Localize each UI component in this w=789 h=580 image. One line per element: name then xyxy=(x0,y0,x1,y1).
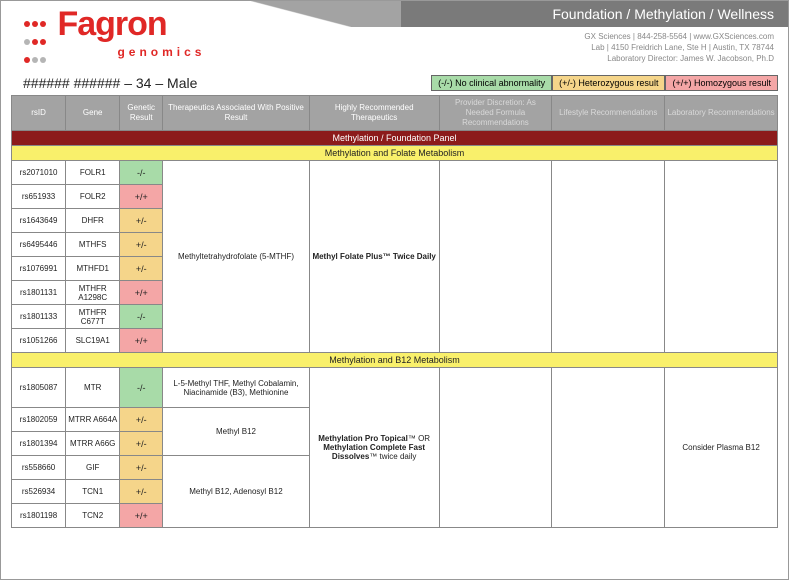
legend-normal: (-/-) No clinical abnormality xyxy=(431,75,552,91)
table-row: rs1805087MTR-/-L-5-Methyl THF, Methyl Co… xyxy=(12,368,778,408)
table-body: Methylation / Foundation PanelMethylatio… xyxy=(12,131,778,528)
col-rsid: rsID xyxy=(12,96,66,131)
col-highly-rec: Highly Recommended Therapeutics xyxy=(309,96,439,131)
legend-homo: (+/+) Homozygous result xyxy=(665,75,778,91)
col-lab: Laboratory Recommendations xyxy=(665,96,778,131)
col-lifestyle: Lifestyle Recommendations xyxy=(552,96,665,131)
report-page: Fagron genomics Foundation / Methylation… xyxy=(0,0,789,580)
info-strip: ###### ###### – 34 – Male (-/-) No clini… xyxy=(1,73,788,93)
logo-dots-icon xyxy=(23,15,47,69)
result-legend: (-/-) No clinical abnormality (+/-) Hete… xyxy=(431,75,778,91)
section-header: Methylation and B12 Metabolism xyxy=(12,353,778,368)
table-row: rs2071010FOLR1-/-Methyltetrahydrofolate … xyxy=(12,161,778,185)
col-result: Genetic Result xyxy=(120,96,163,131)
table-header: rsID Gene Genetic Result Therapeutics As… xyxy=(12,96,778,131)
brand-name: Fagron genomics xyxy=(57,9,205,67)
col-gene: Gene xyxy=(66,96,120,131)
col-provider: Provider Discretion: As Needed Formula R… xyxy=(439,96,552,131)
lab-info: GX Sciences | 844-258-5564 | www.GXScien… xyxy=(251,27,788,64)
panel-header: Methylation / Foundation Panel xyxy=(12,131,778,146)
col-therapeutics: Therapeutics Associated With Positive Re… xyxy=(163,96,310,131)
logo: Fagron genomics xyxy=(1,1,251,69)
results-table: rsID Gene Genetic Result Therapeutics As… xyxy=(11,95,778,528)
header: Fagron genomics Foundation / Methylation… xyxy=(1,1,788,73)
patient-info: ###### ###### – 34 – Male xyxy=(23,75,197,91)
section-header: Methylation and Folate Metabolism xyxy=(12,146,778,161)
report-title: Foundation / Methylation / Wellness xyxy=(401,1,788,27)
header-right: Foundation / Methylation / Wellness GX S… xyxy=(251,1,788,64)
title-bar: Foundation / Methylation / Wellness xyxy=(251,1,788,27)
legend-hetero: (+/-) Heterozygous result xyxy=(552,75,665,91)
